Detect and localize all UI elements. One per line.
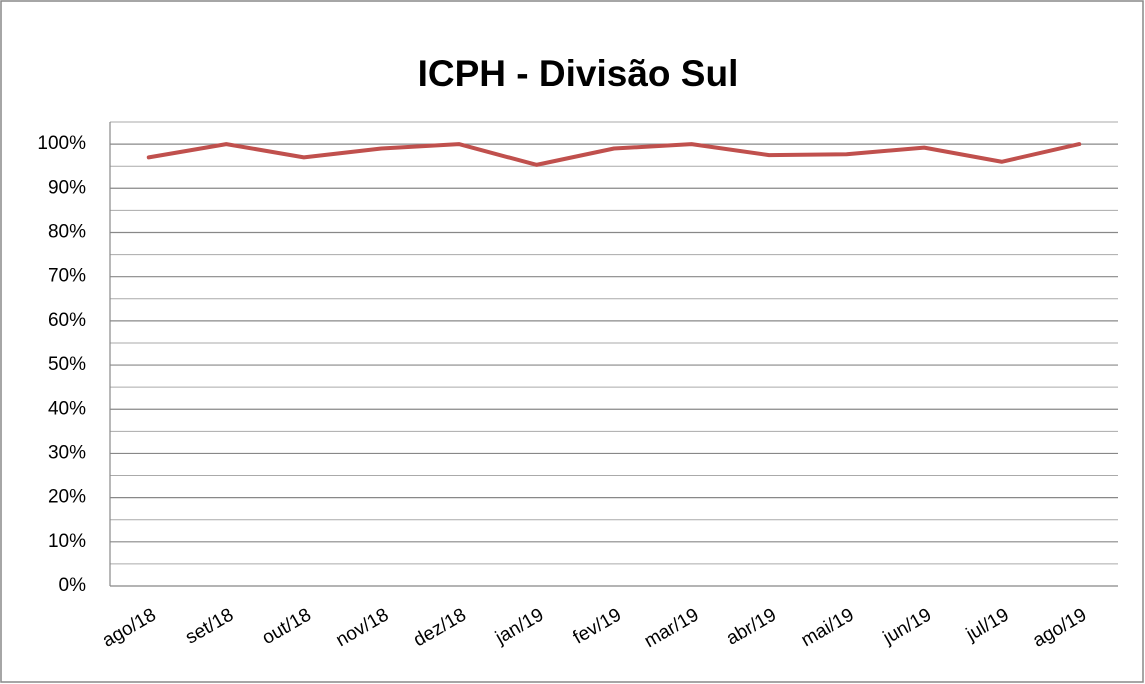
y-tick-label: 100%	[37, 133, 86, 154]
y-tick-label: 90%	[48, 177, 86, 198]
y-tick-label: 20%	[48, 487, 86, 508]
chart-title: ICPH - Divisão Sul	[418, 53, 739, 94]
y-tick-label: 0%	[59, 575, 87, 596]
y-tick-label: 50%	[48, 354, 86, 375]
y-tick-label: 80%	[48, 221, 86, 242]
series-line	[146, 142, 1082, 167]
y-tick-label: 10%	[48, 531, 86, 552]
y-tick-label: 70%	[48, 266, 86, 287]
y-tick-label: 30%	[48, 442, 86, 463]
y-tick-label: 40%	[48, 398, 86, 419]
y-tick-label: 60%	[48, 310, 86, 331]
